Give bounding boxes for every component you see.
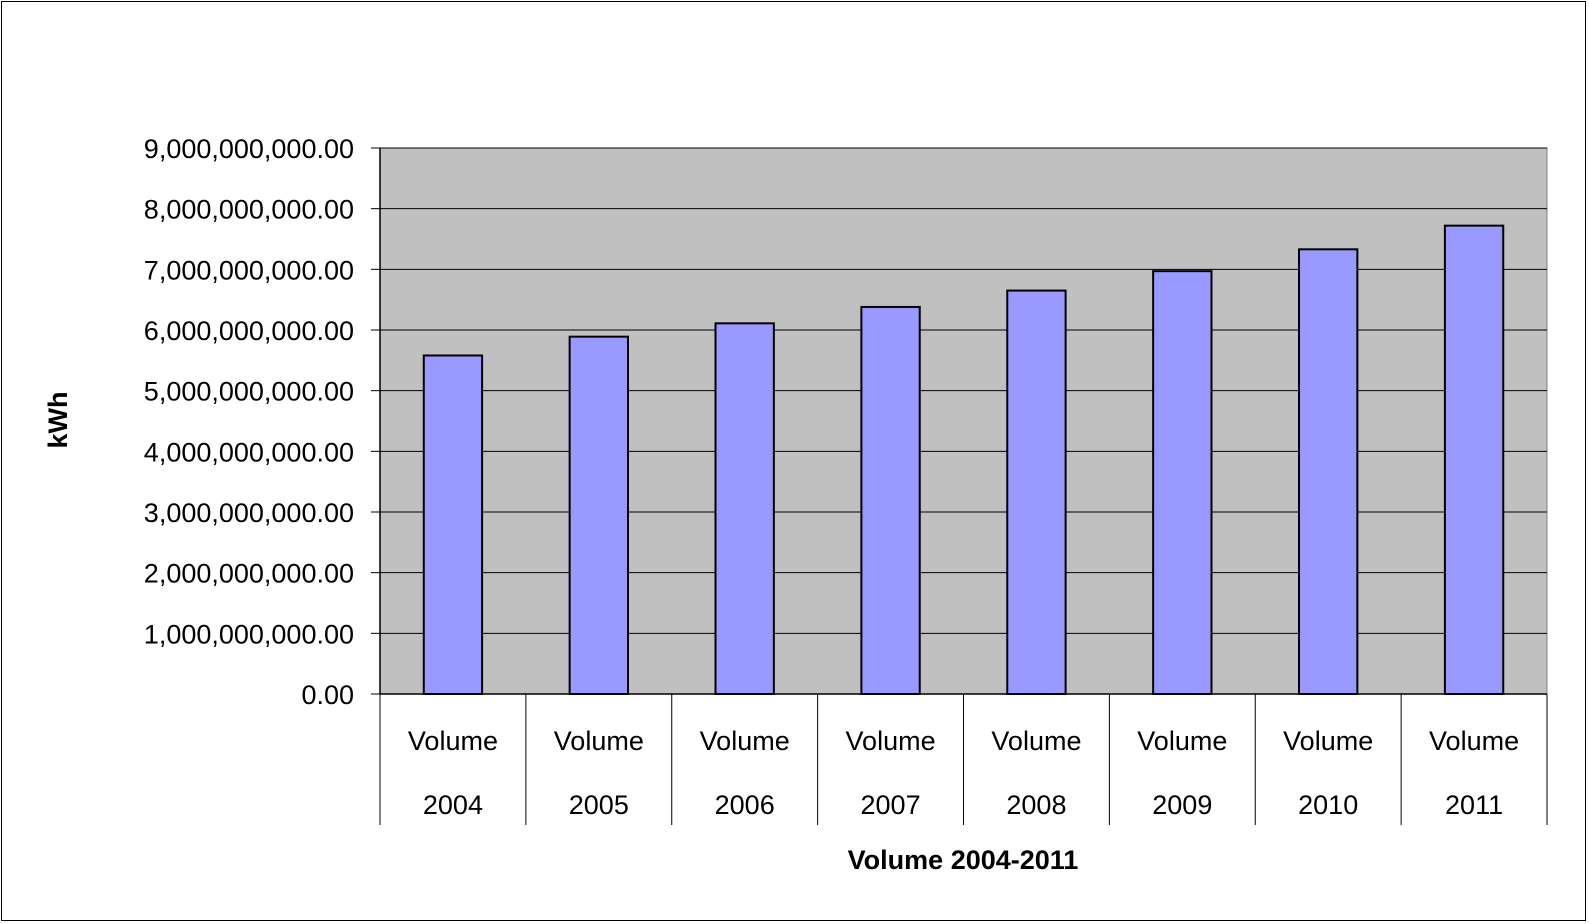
x-tick-label: 2011	[1445, 790, 1503, 820]
bar	[1153, 271, 1211, 694]
y-tick-label: 4,000,000,000.00	[144, 437, 354, 467]
x-tick-label: Volume	[700, 726, 790, 756]
x-tick-label: Volume	[554, 726, 644, 756]
bar	[716, 323, 774, 694]
x-tick-label: Volume	[1429, 726, 1519, 756]
y-tick-label: 2,000,000,000.00	[144, 559, 354, 589]
y-tick-label: 5,000,000,000.00	[144, 377, 354, 407]
y-tick-label: 6,000,000,000.00	[144, 316, 354, 346]
x-tick-label: 2009	[1152, 790, 1212, 820]
x-tick-label: 2006	[715, 790, 775, 820]
y-tick-label: 7,000,000,000.00	[144, 255, 354, 285]
x-tick-label: 2008	[1006, 790, 1066, 820]
bar	[861, 307, 919, 694]
y-tick-label: 0.00	[301, 680, 354, 710]
y-axis-title: kWh	[43, 392, 73, 449]
y-tick-label: 8,000,000,000.00	[144, 195, 354, 225]
x-tick-label: 2004	[423, 790, 483, 820]
x-tick-label: Volume	[408, 726, 498, 756]
bar	[570, 337, 628, 694]
y-tick-label: 9,000,000,000.00	[144, 134, 354, 164]
x-tick-label: Volume	[846, 726, 936, 756]
x-tick-label: 2005	[569, 790, 629, 820]
bar	[1007, 291, 1065, 694]
x-tick-label: 2010	[1298, 790, 1358, 820]
x-axis-title: Volume 2004-2011	[848, 845, 1079, 875]
x-tick-label: Volume	[1283, 726, 1373, 756]
x-tick-label: 2007	[861, 790, 921, 820]
bar	[1299, 249, 1357, 694]
y-tick-label: 3,000,000,000.00	[144, 498, 354, 528]
y-tick-label: 1,000,000,000.00	[144, 619, 354, 649]
bar	[1445, 226, 1503, 694]
plot-area	[380, 148, 1547, 694]
x-tick-label: Volume	[1137, 726, 1227, 756]
y-axis-ticks: 0.00 1,000,000,000.00 2,000,000,000.00 3,00…	[144, 134, 380, 710]
bar	[424, 355, 482, 694]
x-axis-ticks: Volume 2004 Volume 2005 Volume 2006 Volume 2007…	[380, 694, 1547, 825]
x-tick-label: Volume	[991, 726, 1081, 756]
